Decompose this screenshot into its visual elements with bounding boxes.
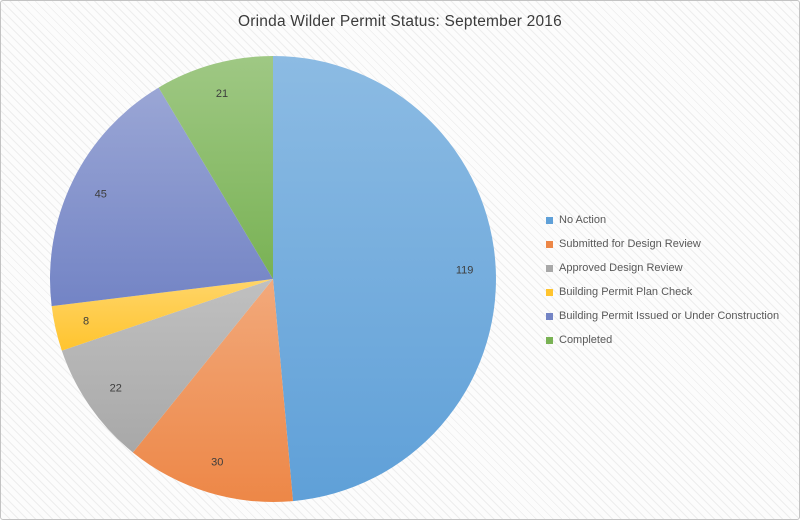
legend-item-label: Building Permit Issued or Under Construc… (559, 310, 780, 322)
slice-value-label: 8 (83, 316, 89, 328)
pie-slice-3 (61, 279, 273, 453)
legend-marker (546, 288, 553, 296)
legend-item-label: Approved Design Review (559, 262, 683, 274)
pie-slice-4 (51, 279, 274, 351)
legend-marker (546, 264, 553, 272)
pie-slice-2 (132, 279, 293, 502)
slice-value-label: 22 (110, 383, 122, 395)
legend-item-label: Building Permit Plan Check (559, 286, 693, 298)
slice-value-label: 119 (456, 264, 474, 276)
slice-value-label: 21 (216, 88, 228, 100)
legend-item: Completed (546, 328, 779, 352)
legend-item-label: No Action (559, 214, 607, 226)
legend-item-label: Submitted for Design Review (559, 238, 701, 250)
legend-item: Approved Design Review (546, 256, 779, 280)
slice-value-label: 45 (95, 189, 107, 201)
legend-item: Building Permit Issued or Under Construc… (546, 304, 779, 328)
legend: No Action Submitted for Design Review Appr… (546, 208, 779, 352)
pie-slice-1 (273, 56, 496, 502)
legend-item-label: Completed (559, 334, 613, 346)
legend-item: Submitted for Design Review (546, 232, 779, 256)
legend-marker (546, 216, 553, 224)
legend-item: No Action (546, 208, 779, 232)
pie-slice-5 (49, 87, 274, 307)
legend-item: Building Permit Plan Check (546, 280, 779, 304)
chart-title: Orinda Wilder Permit Status: September 2… (238, 13, 562, 30)
legend-marker (546, 336, 553, 344)
pie-slice-6 (158, 56, 273, 279)
legend-marker (546, 312, 553, 320)
legend-marker (546, 240, 553, 248)
slice-value-label: 30 (211, 456, 223, 468)
